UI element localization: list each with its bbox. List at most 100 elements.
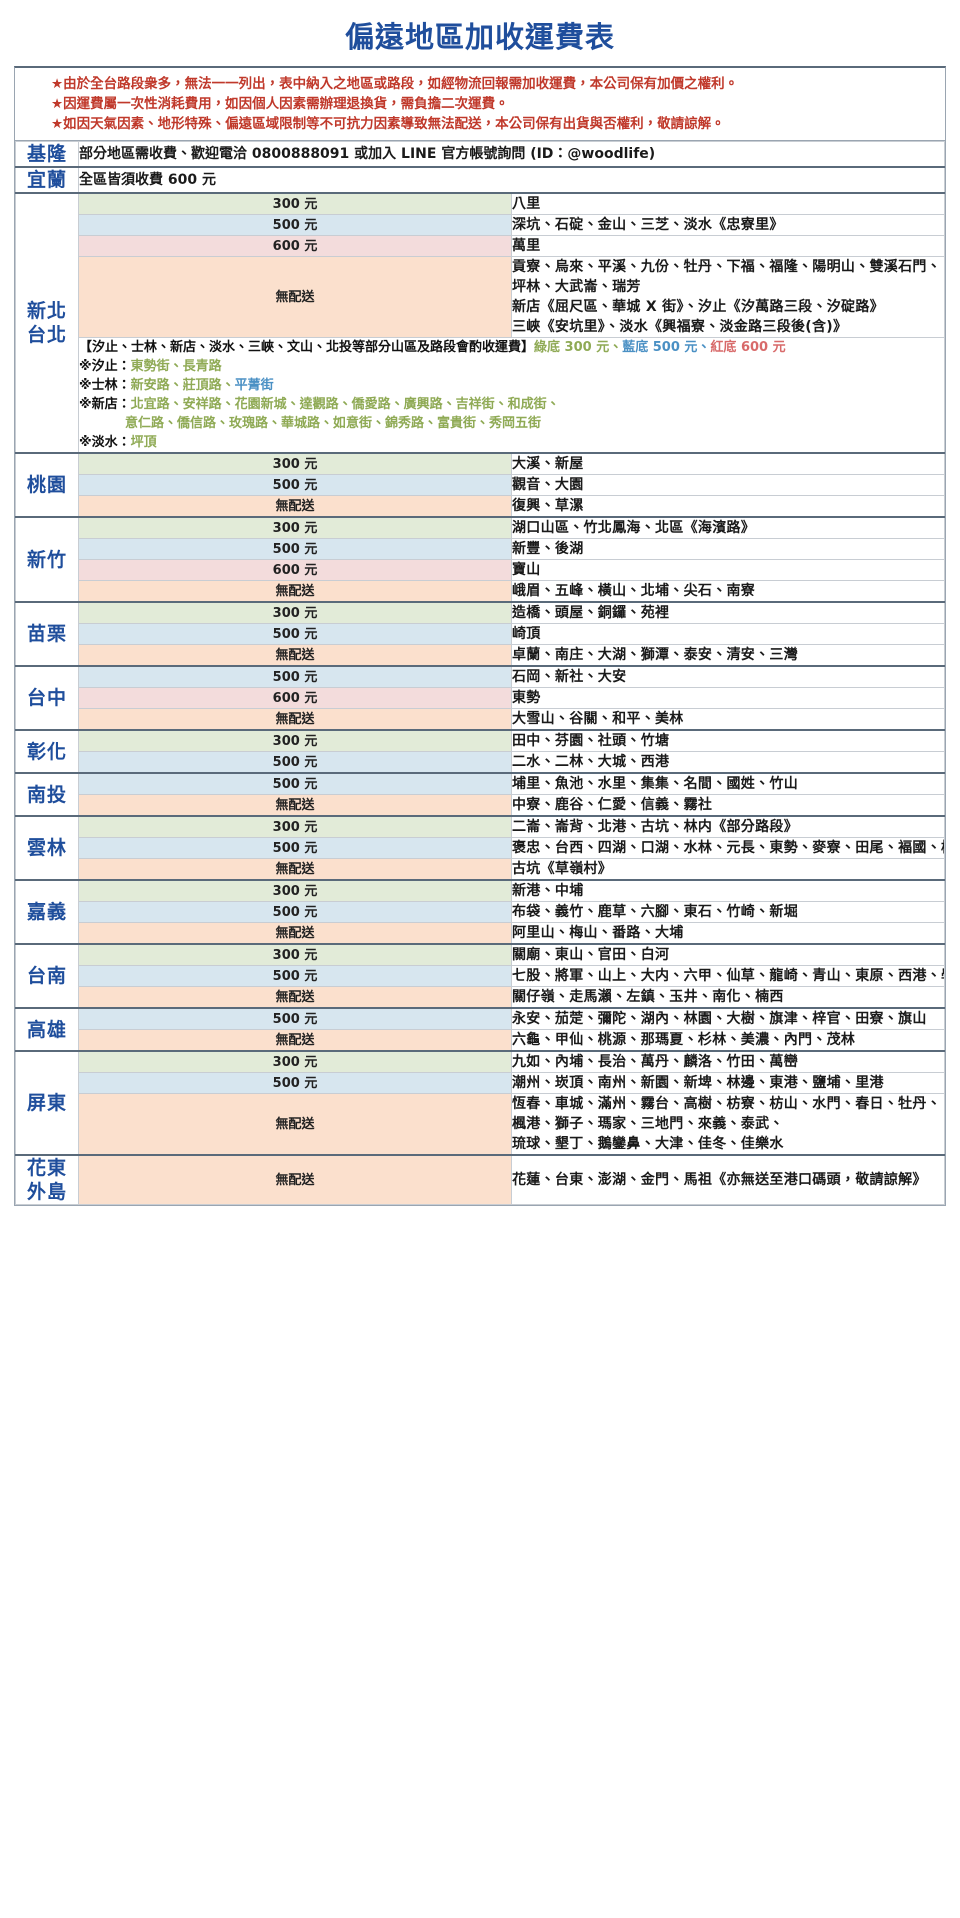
note-head-black: 【汐止、士林、新店、淡水、三峽、文山、北投等部分山區及路段會酌收運費】 [79,340,535,355]
places-cell: 石岡、新社、大安 [511,665,945,688]
fee-chip: 600 元 [78,559,512,581]
fee-chip: 無配送 [78,1093,512,1156]
places-cell: 關廟、東山、官田、白河 [511,943,945,966]
fee-chip: 500 元 [78,772,512,795]
places-cell: 崎頂 [511,623,945,645]
table-row: 600 元 東勢 [16,687,945,709]
note-green-roads: 意仁路、僑信路、玫瑰路、華城路、如意街、錦秀路、富貴街、秀岡五街 [125,416,542,431]
table-row: 【汐止、士林、新店、淡水、三峽、文山、北投等部分山區及路段會酌收運費】綠底 30… [16,337,945,454]
note-city-label: ※士林： [79,378,131,393]
places-cell: 八里 [511,192,945,215]
table-row: 無配送 阿里山、梅山、番路、大埔 [16,922,945,945]
region-label-changhua: 彰化 [15,729,79,774]
places-cell: 大雪山、谷關、和平、美林 [511,708,945,731]
fee-chip: 300 元 [78,1050,512,1073]
fee-chip: 300 元 [78,879,512,902]
note-line-tamsui: ※淡水：坪頂 [79,433,944,452]
places-cell: 中寮、鹿谷、仁愛、信義、霧社 [511,794,945,817]
region-label-kaohsiung: 高雄 [15,1007,79,1052]
places-cell: 新豐、後湖 [511,538,945,560]
places-cell: 深坑、石碇、金山、三芝、淡水《忠寮里》 [511,214,945,236]
places-cell: 卓蘭、南庄、大湖、獅潭、泰安、清安、三灣 [511,644,945,667]
yilan-text: 全區皆須收費 600 元 [78,166,945,194]
fee-chip: 300 元 [78,943,512,966]
fee-chip: 500 元 [78,901,512,923]
table-row: 新北 台北 300 元 八里 [15,192,945,454]
note-green-roads: 北宜路、安祥路、花園新城、達觀路、僑愛路、廣興路、吉祥街、和成街、 [130,397,560,412]
places-cell: 大溪、新屋 [511,452,945,475]
table-row: 花東 外島 無配送 花蓮、台東、澎湖、金門、馬祖《亦無送至港口碼頭，敬請諒解》 [15,1154,945,1205]
region-label-outlying: 花東 外島 [15,1154,79,1205]
table-row: 高雄 500 元 永安、茄萣、彌陀、湖內、林園、大樹、旗津、梓官、田寮、旗山 [15,1007,945,1052]
table-row: 無配送 關仔嶺、走馬瀨、左鎮、玉井、南化、楠西 [16,986,945,1009]
shipping-fee-page: 偏遠地區加收運費表 ★由於全台路段衆多，無法一一列出，表中納入之地區或路段，如經… [14,20,946,1206]
region-label-keelung: 基隆 [15,141,79,168]
region-label-nantou: 南投 [15,772,79,817]
table-row: 500 元 新豐、後湖 [16,538,945,560]
fee-chip: 無配送 [78,858,512,881]
places-cell: 萬里 [511,235,945,257]
fee-chip: 300 元 [78,192,512,215]
fee-chip: 500 元 [78,538,512,560]
notice-line-1: ★由於全台路段衆多，無法一一列出，表中納入之地區或路段，如經物流回報需加收運費，… [51,76,739,92]
fee-chip: 300 元 [78,516,512,539]
region-label-pingtung: 屏東 [15,1050,79,1156]
places-cell: 布袋、義竹、鹿草、六腳、東石、竹崎、新堀 [511,901,945,923]
note-green-roads: 東勢街、長青路 [130,359,222,374]
fee-chip: 無配送 [78,256,512,338]
region-label-taoyuan: 桃園 [15,452,79,518]
table-row: 宜蘭 全區皆須收費 600 元 [15,166,945,194]
table-row: 無配送 復興、草漯 [16,495,945,518]
table-row: 無配送 貢寮、烏來、平溪、九份、牡丹、下福、福隆、陽明山、雙溪石門、坪林、大武崙… [16,256,945,338]
taipei-note-block: 【汐止、士林、新店、淡水、三峽、文山、北投等部分山區及路段會酌收運費】綠底 30… [78,337,945,454]
fee-chip: 500 元 [78,623,512,645]
table-row: 桃園 300 元 大溪、新屋 [15,452,945,518]
table-frame: ★由於全台路段衆多，無法一一列出，表中納入之地區或路段，如經物流回報需加收運費，… [14,66,946,1206]
fee-chip: 無配送 [78,708,512,731]
table-row: 無配送 恆春、車城、滿州、霧台、高樹、枋寮、枋山、水門、春日、牡丹、楓港、獅子、… [16,1093,945,1156]
places-cell: 造橋、頭屋、銅鑼、苑裡 [511,601,945,624]
note-line-xizhi: ※汐止：東勢街、長青路 [79,357,944,376]
places-cell: 潮州、崁頂、南州、新園、新埤、林邊、東港、鹽埔、里港 [511,1072,945,1094]
places-cell: 新港、中埔 [511,879,945,902]
note-city-label: ※新店： [79,397,131,412]
table-row: 嘉義 300 元 新港、中埔 [15,879,945,945]
region-label-line2: 台北 [26,324,67,346]
fee-chip: 無配送 [78,794,512,817]
table-row: 500 元 潮州、崁頂、南州、新園、新埤、林邊、東港、鹽埔、里港 [16,1072,945,1094]
places-cell: 花蓮、台東、澎湖、金門、馬祖《亦無送至港口碼頭，敬請諒解》 [511,1154,945,1205]
table-row: 無配送 卓蘭、南庄、大湖、獅潭、泰安、清安、三灣 [16,644,945,667]
notice-line-3: ★如因天氣因素、地形特殊、偏遠區域限制等不可抗力因素導致無法配送，本公司保有出貨… [51,116,725,132]
notice-line-2: ★因運費屬一次性消耗費用，如因個人因素需辦理退換貨，需負擔二次運費。 [51,96,509,112]
region-label-yunlin: 雲林 [15,815,79,881]
fee-chip: 無配送 [78,495,512,518]
fee-chip: 300 元 [78,601,512,624]
table-row: 無配送 六龜、甲仙、桃源、那瑪夏、杉林、美濃、內門、茂林 [16,1029,945,1052]
fee-chip: 500 元 [78,214,512,236]
table-row: 600 元 寶山 [16,559,945,581]
places-cell: 貢寮、烏來、平溪、九份、牡丹、下福、福隆、陽明山、雙溪石門、坪林、大武崙、瑞芳 … [511,256,945,338]
fee-chip: 無配送 [78,644,512,667]
rates-table: 基隆 部分地區需收費、歡迎電洽 0800888091 或加入 LINE 官方帳號… [15,141,945,1205]
region-label-yilan: 宜蘭 [15,166,79,194]
places-cell: 二水、二林、大城、西港 [511,751,945,774]
table-row: 500 元 七股、將軍、山上、大内、六甲、仙草、龍崎、青山、東原、西港、學甲 [16,965,945,987]
places-cell: 二崙、崙背、北港、古坑、林内《部分路段》 [511,815,945,838]
fee-chip: 500 元 [78,837,512,859]
fee-chip: 500 元 [78,751,512,774]
places-cell: 東勢 [511,687,945,709]
table-row: 彰化 300 元 田中、芬園、社頭、竹塘 [15,729,945,774]
taipei-note-head: 【汐止、士林、新店、淡水、三峽、文山、北投等部分山區及路段會酌收運費】綠底 30… [79,338,944,357]
region-label-miaoli: 苗栗 [15,601,79,667]
table-row: 雲林 300 元 二崙、崙背、北港、古坑、林内《部分路段》 [15,815,945,881]
note-line-xindian: ※新店：北宜路、安祥路、花園新城、達觀路、僑愛路、廣興路、吉祥街、和成街、 [79,395,944,414]
places-cell: 永安、茄萣、彌陀、湖內、林園、大樹、旗津、梓官、田寮、旗山 [511,1007,945,1030]
keelung-text: 部分地區需收費、歡迎電洽 0800888091 或加入 LINE 官方帳號詢問 … [78,141,945,168]
places-cell: 湖口山區、竹北鳳海、北區《海濱路》 [511,516,945,539]
places-cell: 褒忠、台西、四湖、口湖、水林、元長、東勢、麥寮、田尾、褔國、橋頭、五條港、金湖、… [511,837,945,859]
region-label-line2: 外島 [26,1181,67,1203]
fee-chip: 無配送 [78,1029,512,1052]
table-row: 500 元 深坑、石碇、金山、三芝、淡水《忠寮里》 [16,214,945,236]
places-cell: 觀音、大園 [511,474,945,496]
table-row: 600 元 萬里 [16,235,945,257]
